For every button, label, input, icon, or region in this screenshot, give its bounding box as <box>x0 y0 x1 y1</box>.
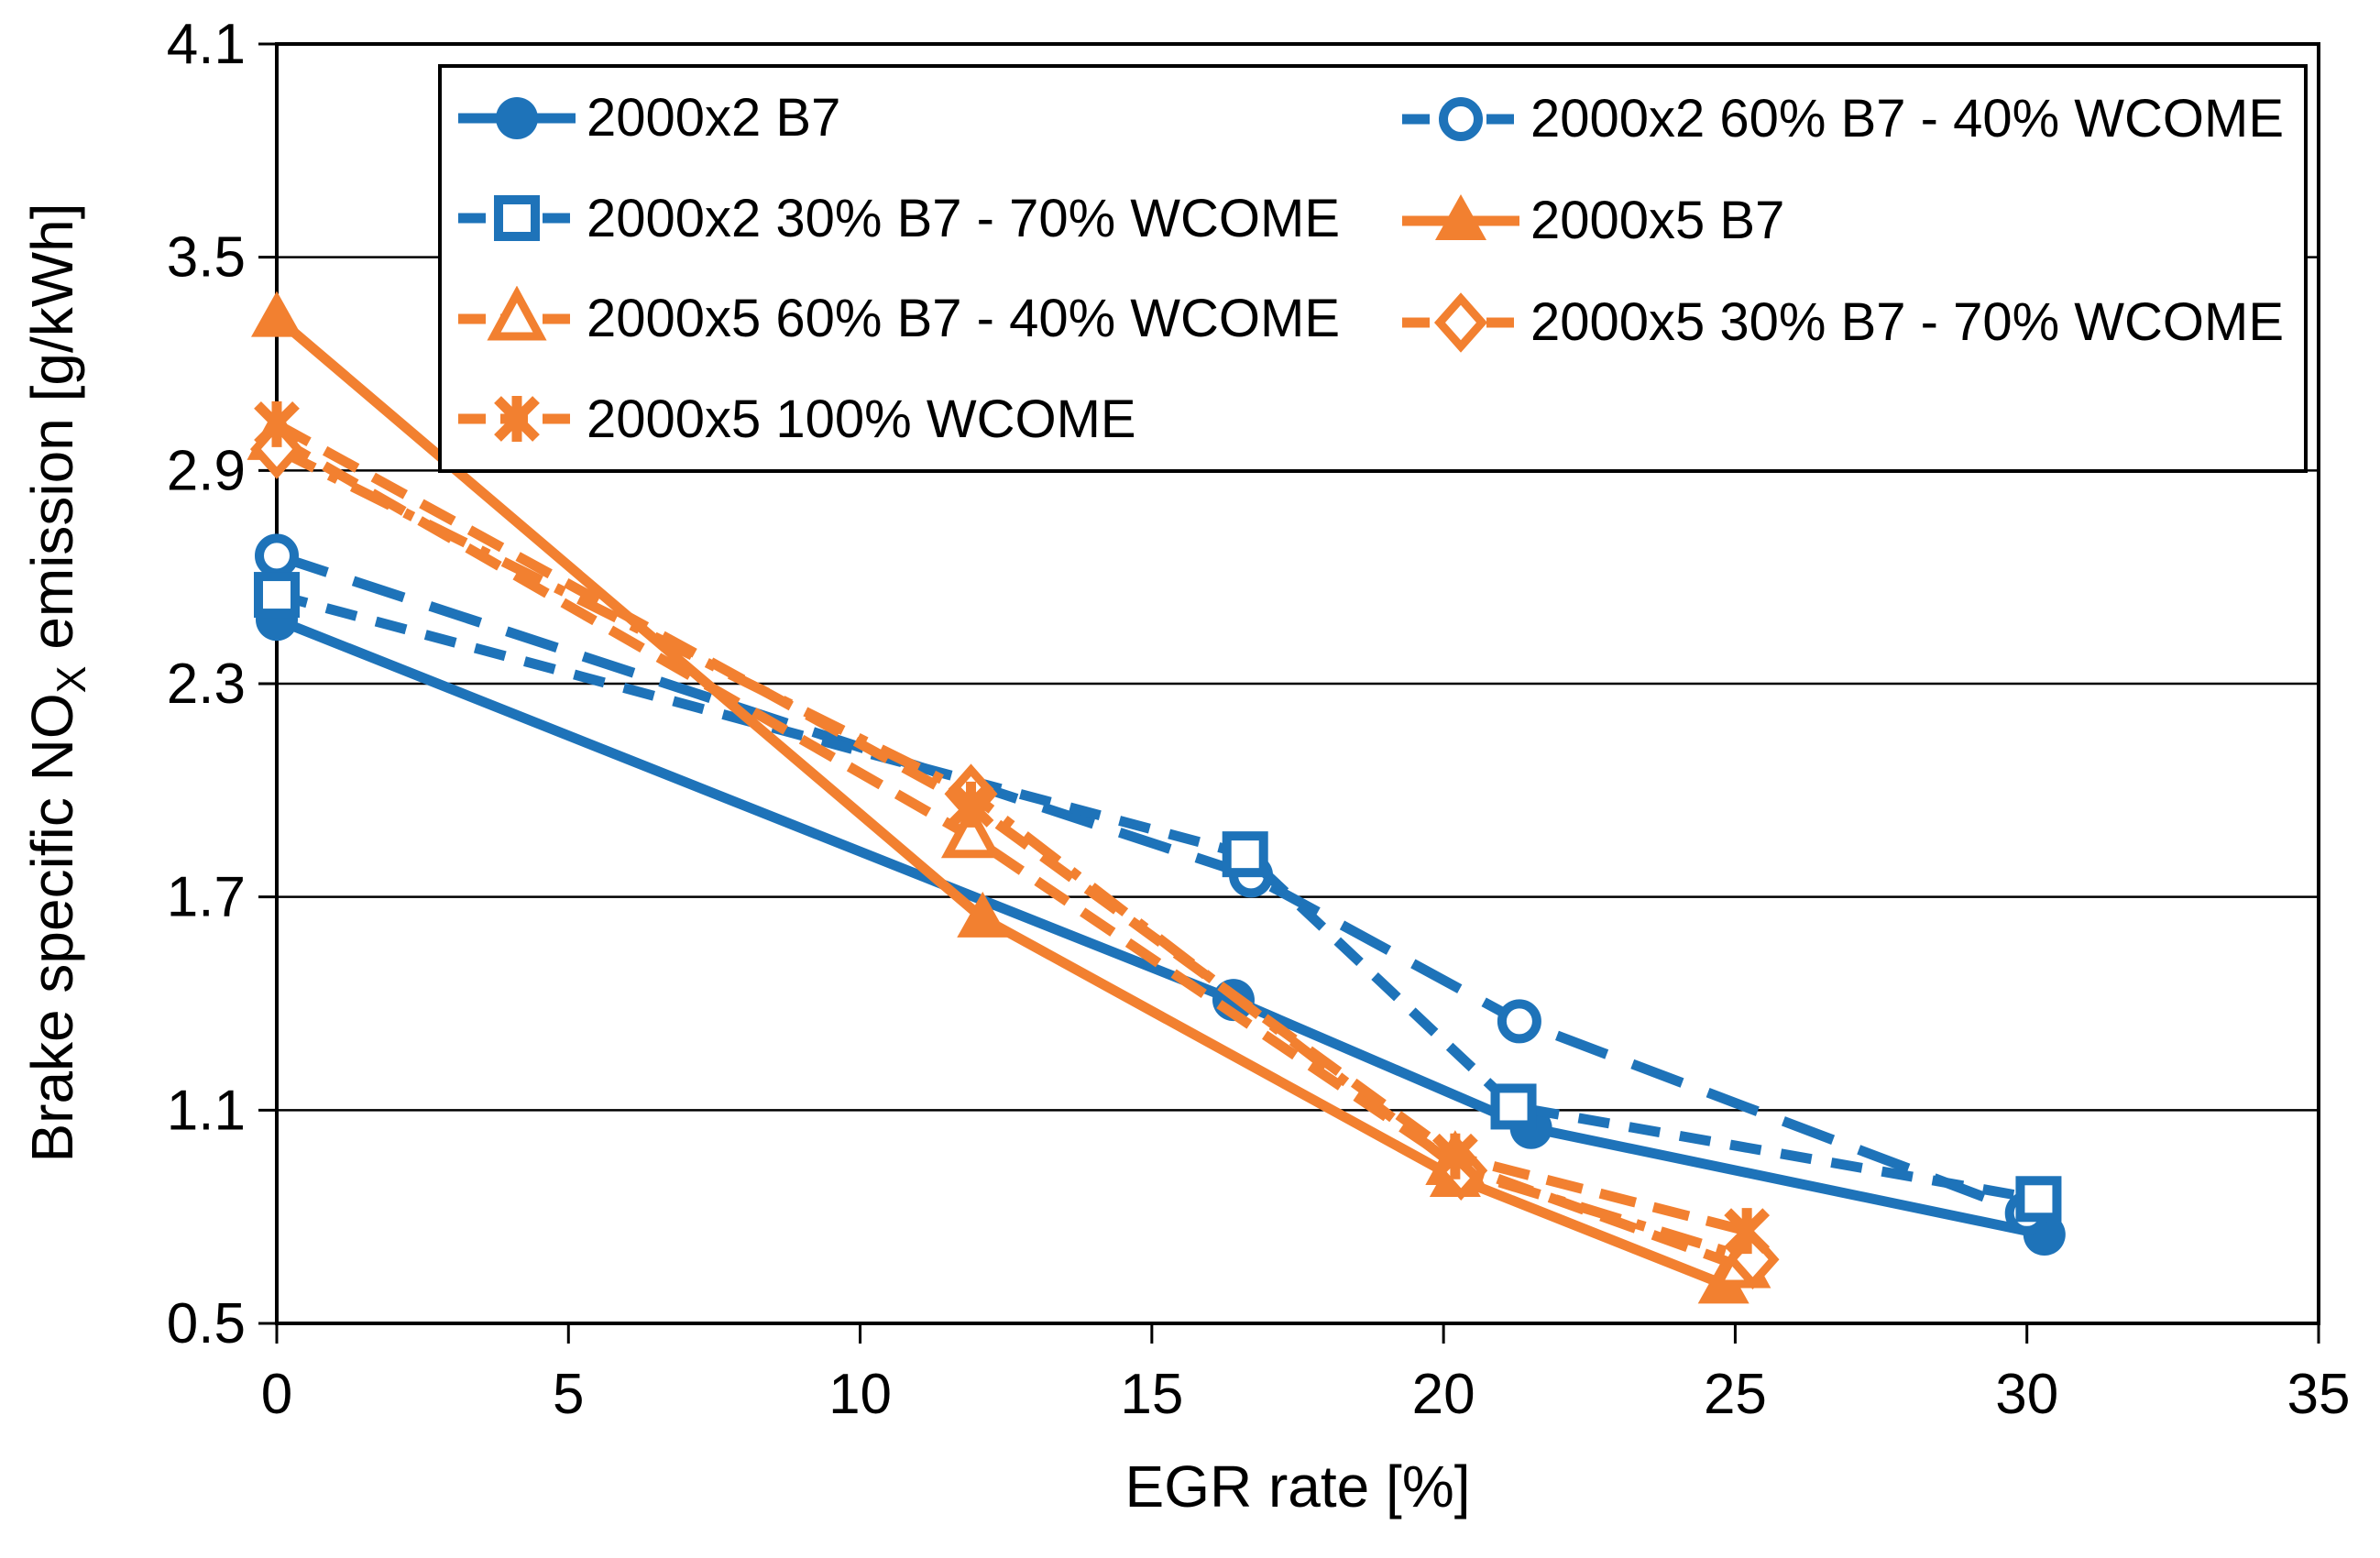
marker-triangle-filled <box>251 291 302 337</box>
legend-column-left: 2000x2 B7 2000x2 30% B7 - 70% WCOME 2000x5… <box>456 68 1340 469</box>
legend-item: 2000x2 60% B7 - 40% WCOME <box>1400 68 2284 170</box>
legend-marker-icon <box>1402 96 1519 141</box>
series-line-0 <box>274 615 2045 1240</box>
x-tick-label: 20 <box>1412 1363 1475 1426</box>
legend-marker-icon <box>1402 291 1519 353</box>
y-tick-label: 4.1 <box>167 13 246 76</box>
legend-label: 2000x2 30% B7 - 70% WCOME <box>587 188 1341 248</box>
marker-diamond-open <box>1433 291 1488 353</box>
series-line-4 <box>274 433 1743 1272</box>
legend-item: 2000x5 30% B7 - 70% WCOME <box>1400 271 2284 373</box>
legend-label: 2000x5 100% WCOME <box>587 389 1136 449</box>
legend-label: 2000x2 B7 <box>587 88 841 148</box>
legend-marker-icon <box>458 195 576 242</box>
marker-triangle-open <box>940 803 1002 859</box>
x-tick-label: 0 <box>261 1363 292 1426</box>
x-tick-label: 15 <box>1120 1363 1183 1426</box>
marker-triangle-filled <box>957 891 1009 938</box>
marker-star <box>948 781 994 828</box>
marker-circle-open <box>1439 96 1483 141</box>
legend-marker-icon <box>458 96 576 139</box>
y-axis-title: Brake specific NOX emission [g/kWh] <box>18 203 95 1162</box>
legend-marker-icon <box>458 396 576 443</box>
x-tick-label: 30 <box>1995 1363 2058 1426</box>
legend-label: 2000x5 60% B7 - 40% WCOME <box>587 289 1341 349</box>
legend-column-right: 2000x2 60% B7 - 40% WCOME 2000x5 B7 2000x5… <box>1400 68 2284 469</box>
x-tick-label: 10 <box>828 1363 892 1426</box>
legend-item: 2000x2 30% B7 - 70% WCOME <box>456 169 1340 269</box>
y-axis-title-text: Brake specific NO <box>19 693 86 1163</box>
legend-label: 2000x5 30% B7 - 70% WCOME <box>1530 292 2285 352</box>
y-tick-label: 2.3 <box>167 653 246 716</box>
series-line-5 <box>274 444 1755 1265</box>
marker-square-open <box>1222 831 1268 878</box>
y-axis-title-subscript: X <box>48 665 94 694</box>
y-tick-label: 2.9 <box>167 439 246 502</box>
x-tick-label: 25 <box>1704 1363 1767 1426</box>
x-tick-label: 5 <box>553 1363 584 1426</box>
marker-square-open <box>494 195 540 242</box>
marker-triangle-filled <box>1435 193 1486 240</box>
marker-star <box>1724 1208 1771 1255</box>
y-tick-label: 0.5 <box>167 1292 246 1355</box>
marker-circle-open <box>1497 999 1541 1044</box>
legend-item: 2000x5 60% B7 - 40% WCOME <box>456 269 1340 369</box>
series-line-6 <box>274 420 1749 1236</box>
legend-label: 2000x5 B7 <box>1530 191 1785 250</box>
marker-square-open <box>2015 1176 2062 1223</box>
marker-star <box>1431 1133 1478 1179</box>
marker-star <box>494 396 540 443</box>
series-line-2 <box>275 589 2040 1204</box>
marker-triangle-open <box>487 285 547 341</box>
legend-marker-icon <box>458 285 576 341</box>
y-tick-label: 1.7 <box>167 866 246 929</box>
y-tick-label: 3.5 <box>167 226 246 290</box>
legend: 2000x2 B7 2000x2 30% B7 - 70% WCOME 2000x5… <box>438 64 2308 473</box>
x-axis-title: EGR rate [%] <box>1124 1454 1471 1520</box>
y-axis-title-units: emission [g/kWh] <box>19 203 86 666</box>
legend-item: 2000x5 100% WCOME <box>456 369 1340 470</box>
legend-marker-icon <box>1402 193 1519 240</box>
marker-star <box>254 400 300 447</box>
marker-circle-open <box>255 533 299 578</box>
legend-item: 2000x5 B7 <box>1400 170 2284 271</box>
legend-label: 2000x2 60% B7 - 40% WCOME <box>1530 89 2285 148</box>
marker-square-open <box>1490 1083 1537 1130</box>
x-tick-label: 35 <box>2287 1363 2351 1426</box>
y-tick-label: 1.1 <box>167 1079 246 1142</box>
marker-square-open <box>254 572 300 619</box>
marker-circle-filled <box>496 96 538 139</box>
legend-item: 2000x2 B7 <box>456 68 1340 169</box>
